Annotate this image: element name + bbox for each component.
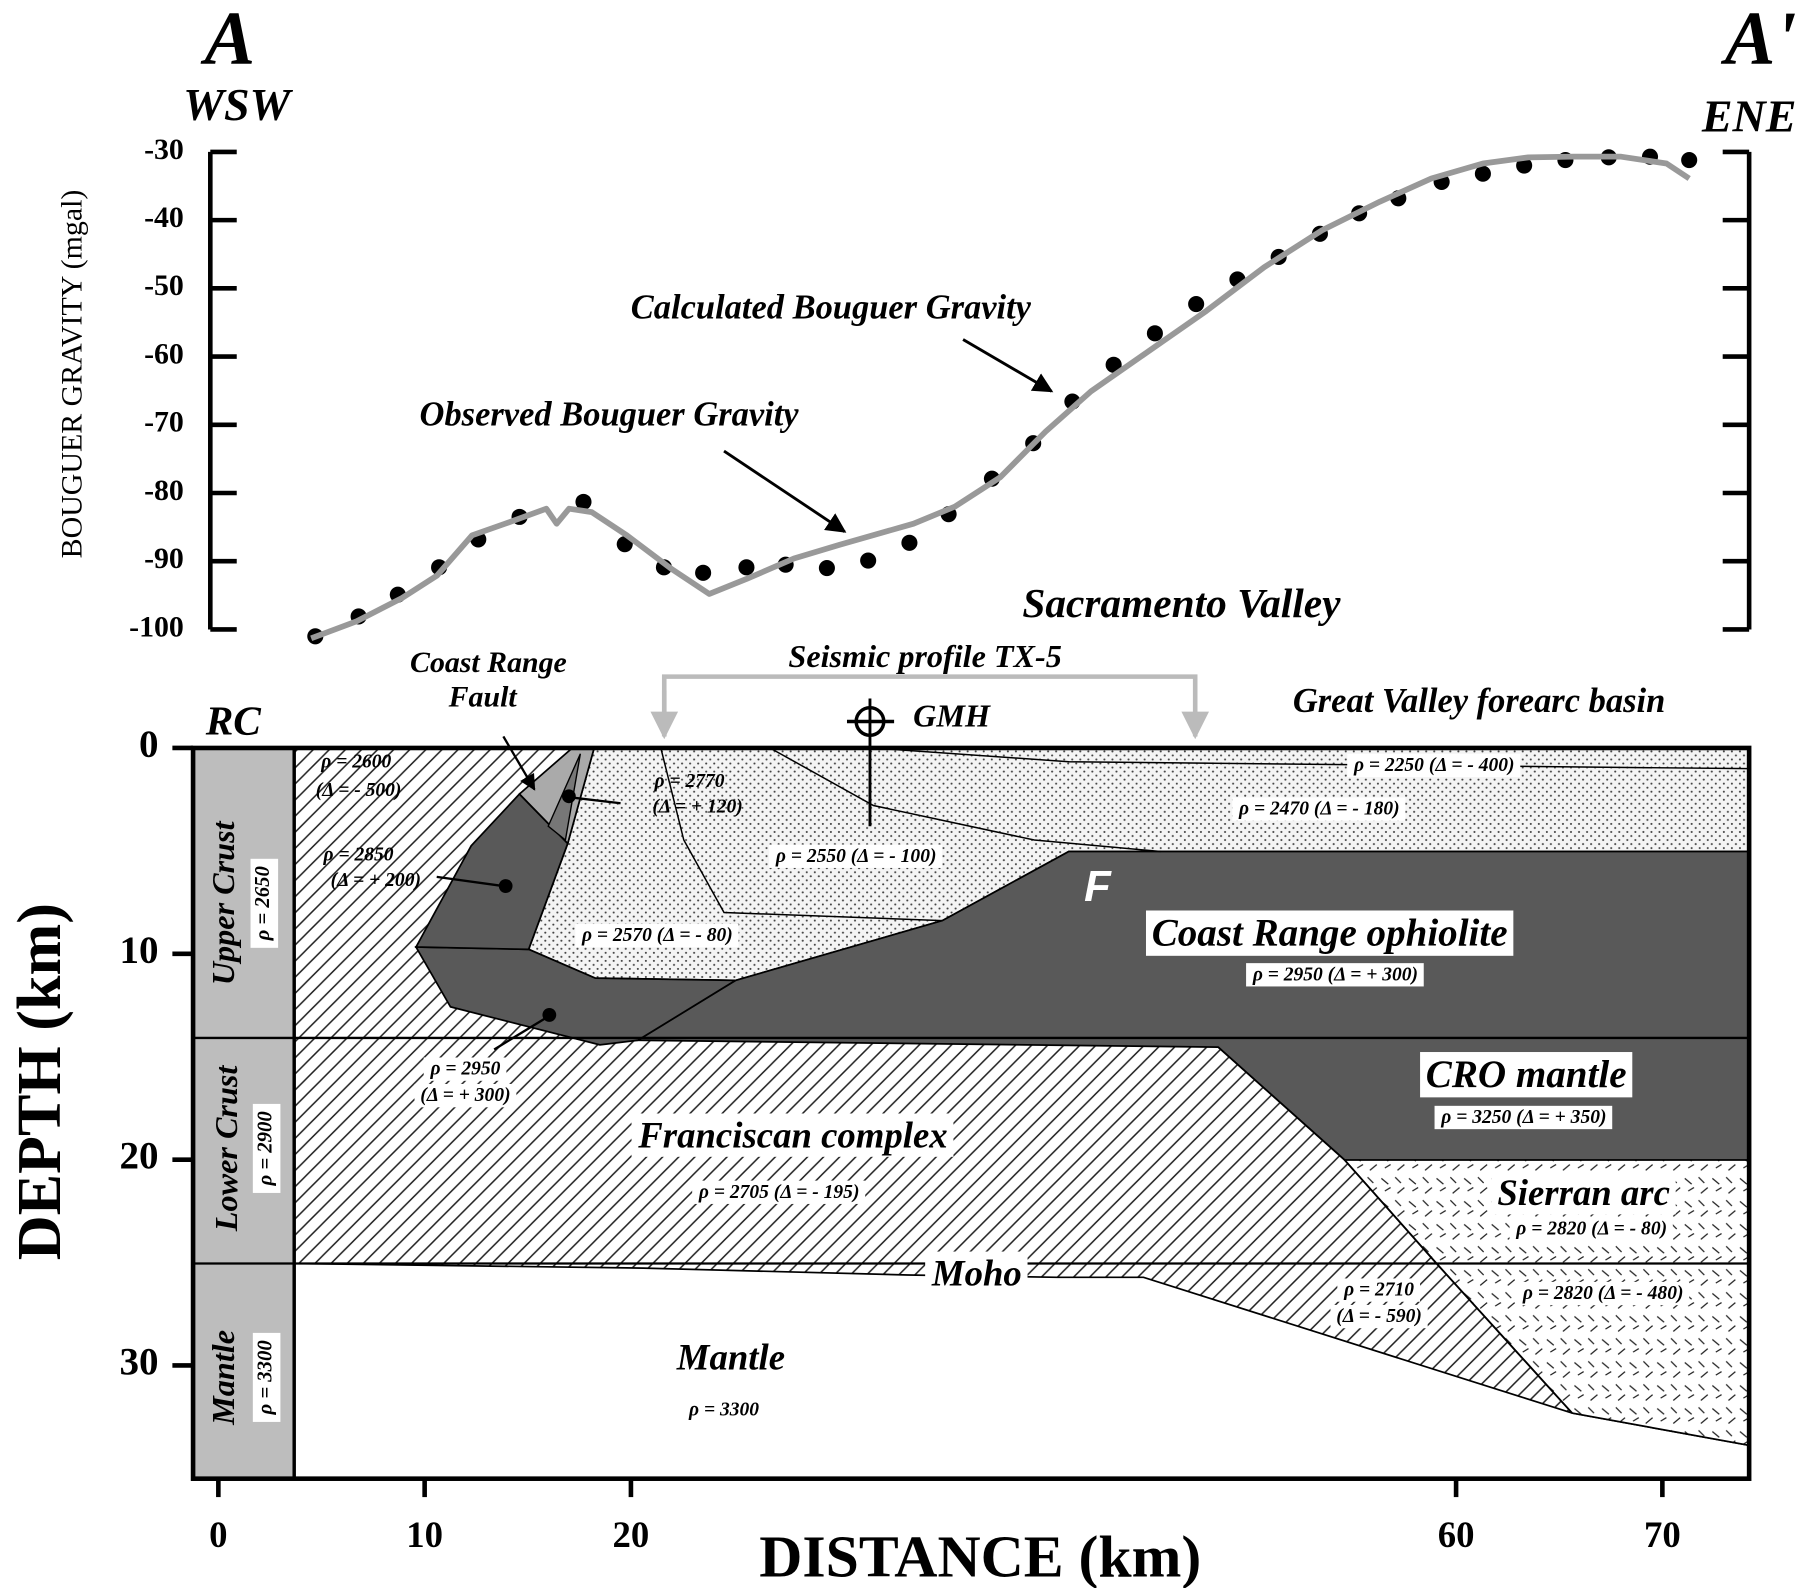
series-label: Calculated Bouguer Gravity — [631, 289, 1032, 327]
observed-point — [1147, 325, 1163, 341]
x-axis-title: DISTANCE (km) — [759, 1523, 1201, 1588]
region-label: ρ = 2705 (Δ = - 195) — [698, 1182, 860, 1203]
region-label: ρ = 2710 — [1343, 1280, 1414, 1301]
series-label: Observed Bouguer Gravity — [420, 396, 800, 434]
pointer — [724, 451, 845, 532]
observed-point — [901, 535, 917, 551]
y-tick-label: -30 — [144, 133, 184, 166]
end-label: A' — [1721, 0, 1797, 80]
region-label: Franciscan complex — [637, 1115, 947, 1156]
y-tick-label: -70 — [144, 406, 184, 439]
pointer-dot — [562, 789, 576, 803]
observed-point — [1188, 296, 1204, 312]
region-label: ρ = 3250 (Δ = + 350) — [1440, 1107, 1606, 1128]
layer-name: Upper Crust — [205, 820, 241, 985]
region-label: Seismic profile TX-5 — [788, 638, 1061, 674]
region-label: ρ = 2250 (Δ = - 400) — [1353, 755, 1515, 776]
y-axis-title: DEPTH (km) — [6, 903, 74, 1260]
y-tick-label: -80 — [144, 474, 184, 507]
figure: A WSW A' ENE BOUGUER GRAVITY (mgal) Calc… — [0, 0, 1802, 1588]
region-label: Moho — [931, 1253, 1022, 1294]
x-tick-label: 10 — [406, 1514, 443, 1555]
region-label: ρ = 2570 (Δ = - 80) — [581, 925, 733, 946]
layer-name: Mantle — [205, 1330, 241, 1426]
region-label: ρ = 2820 (Δ = - 480) — [1522, 1283, 1684, 1304]
region-label: Great Valley forearc basin — [1293, 682, 1665, 720]
region-label: (Δ = + 200) — [331, 870, 421, 891]
pointer — [963, 339, 1051, 391]
region-label: Fault — [448, 680, 519, 713]
region-label: ρ = 2600 — [320, 751, 391, 772]
observed-point — [1681, 152, 1697, 168]
region-label: Sacramento Valley — [1022, 580, 1341, 626]
y-axis-title: BOUGUER GRAVITY (mgal) — [56, 190, 89, 559]
pointer-dot — [499, 879, 513, 893]
y-tick-label: -100 — [129, 610, 184, 643]
x-tick-label: 0 — [209, 1514, 227, 1555]
direction-label: WSW — [183, 79, 293, 130]
y-tick-label: -60 — [144, 337, 184, 370]
page: A WSW A' ENE BOUGUER GRAVITY (mgal) Calc… — [0, 0, 1802, 1588]
region-label: ρ = 2950 — [429, 1059, 500, 1080]
layer-density: ρ = 2650 — [252, 866, 274, 941]
observed-point — [738, 559, 754, 575]
region-label: ρ = 2850 — [323, 845, 394, 866]
region-label: Sierran arc — [1497, 1172, 1670, 1213]
y-tick-label: 20 — [120, 1135, 159, 1178]
layer-name: Lower Crust — [208, 1065, 244, 1233]
region-label: (Δ = - 500) — [316, 780, 402, 801]
direction-label: ENE — [1701, 90, 1797, 141]
end-label: A — [201, 0, 256, 80]
region-label: (Δ = + 120) — [652, 796, 742, 817]
region-label: Coast Range ophiolite — [1152, 912, 1508, 955]
region-label: F — [1084, 862, 1112, 911]
y-tick-label: -90 — [144, 542, 184, 575]
region-label: GMH — [913, 698, 991, 734]
layer-density: ρ = 3300 — [254, 1340, 276, 1415]
y-tick-label: -50 — [144, 269, 184, 302]
pointer-dot — [542, 1008, 556, 1022]
region-label: ρ = 2550 (Δ = - 100) — [775, 846, 937, 867]
region-label: ρ = 2770 — [654, 771, 725, 792]
y-tick-label: 0 — [139, 723, 159, 766]
region-label: ρ = 2470 (Δ = - 180) — [1238, 799, 1400, 820]
y-tick-label: 10 — [120, 929, 159, 972]
x-tick-label: 70 — [1644, 1514, 1681, 1555]
region-label: Mantle — [676, 1337, 785, 1378]
layer-density: ρ = 2900 — [254, 1111, 276, 1186]
column-title: RC — [205, 697, 262, 743]
observed-point — [819, 560, 835, 576]
y-tick-label: 30 — [120, 1340, 159, 1383]
region-label: (Δ = + 300) — [420, 1085, 510, 1106]
observed-point — [695, 565, 711, 581]
region-label: ρ = 2820 (Δ = - 80) — [1515, 1219, 1667, 1240]
region-label: CRO mantle — [1426, 1053, 1627, 1096]
x-tick-label: 20 — [613, 1514, 650, 1555]
region-label: ρ = 2950 (Δ = + 300) — [1252, 964, 1418, 985]
observed-point — [860, 552, 876, 568]
y-tick-label: -40 — [144, 201, 184, 234]
region-label: (Δ = - 590) — [1336, 1306, 1422, 1327]
region-label: ρ = 3300 — [688, 1399, 759, 1420]
x-tick-label: 60 — [1438, 1514, 1475, 1555]
region-label: Coast Range — [410, 646, 567, 679]
